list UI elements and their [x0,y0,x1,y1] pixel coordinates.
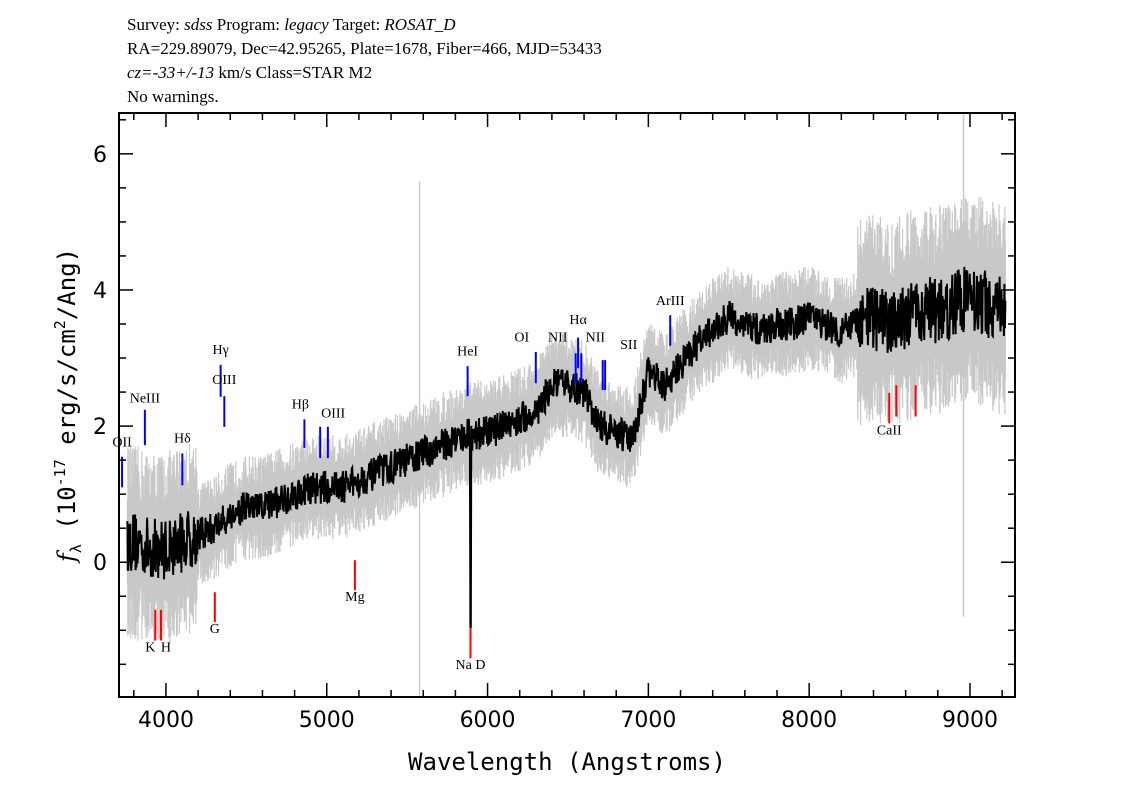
warnings-text: No warnings. [127,87,219,106]
line-label: Na D [456,658,486,673]
line-label: Hβ [292,397,309,412]
y-axis-label: fλ (10-17 erg/s/cm2/Ang) [51,248,85,564]
survey-label: Survey: [127,15,184,34]
flux-series [126,266,1007,628]
line-label: G [210,622,220,637]
y-tick-label: 0 [93,551,107,576]
y-tick-label: 6 [93,143,107,168]
line-label: ArIII [656,294,685,309]
program-label: Program: [213,15,285,34]
axis-tick-labels: 4000 5000 6000 7000 8000 9000 0 2 4 6 [93,143,998,733]
line-label: CaII [877,423,902,438]
line-label: NII [548,331,568,346]
line-label: OI [514,331,529,346]
line-label: OIII [321,406,345,421]
survey-value: sdss [184,15,213,34]
y-tick-label: 4 [93,279,107,304]
x-tick-label: 6000 [460,708,516,733]
error-band [126,113,1006,697]
line-label: OII [112,436,132,451]
program-value: legacy [284,15,329,34]
y-tick-label: 2 [93,415,107,440]
plot-frame [118,112,1016,698]
target-label: Target: [329,15,385,34]
line-label: K [145,640,155,655]
header-line-2: RA=229.89079, Dec=42.95265, Plate=1678, … [127,39,602,58]
header: Survey: sdss Program: legacy Target: ROS… [127,15,602,106]
x-tick-label: 5000 [299,708,355,733]
x-tick-label: 7000 [620,708,676,733]
line-label: H [161,640,171,655]
class-value: km/s Class=STAR M2 [214,63,372,82]
x-tick-label: 9000 [942,708,998,733]
line-label: OIII [212,373,236,388]
line-label: NII [586,331,606,346]
x-axis-label: Wavelength (Angstroms) [408,748,726,776]
line-label: Mg [345,590,364,605]
header-line-1: Survey: sdss Program: legacy Target: ROS… [127,15,456,34]
x-tick-label: 8000 [781,708,837,733]
line-label: Hα [569,313,587,328]
redshift-value: cz=-33+/-13 [127,63,214,82]
line-label: Hδ [174,431,191,446]
target-value: ROSAT_D [383,15,456,34]
line-label: SII [620,338,637,353]
line-label: HeI [457,344,478,359]
axis-ticks [119,113,1015,697]
x-tick-label: 4000 [138,708,194,733]
line-label: NeIII [130,391,161,406]
flux-line [126,266,1007,628]
line-label: Hγ [212,343,228,358]
header-line-3: cz=-33+/-13 km/s Class=STAR M2 [127,63,372,82]
